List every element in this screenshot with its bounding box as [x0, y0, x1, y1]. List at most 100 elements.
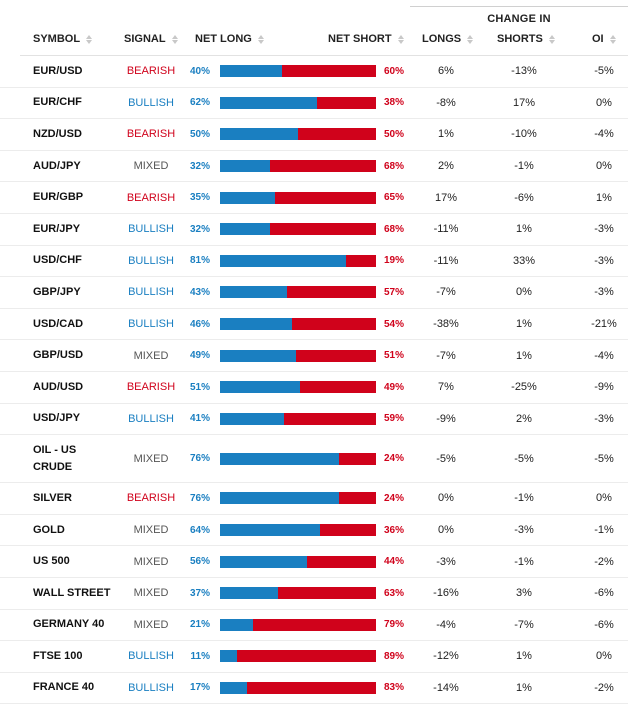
column-header-oi[interactable]: OI — [592, 33, 616, 45]
table-row[interactable]: USD/JPY BULLISH 41% 59% -9% 2% -3% — [0, 404, 628, 436]
net-long-bar — [220, 524, 320, 537]
signal-cell: MIXED — [133, 160, 169, 173]
shorts-change: -10% — [511, 128, 537, 141]
table-row[interactable]: US 500 MIXED 56% 44% -3% -1% -2% — [0, 546, 628, 578]
table-row[interactable]: EUR/JPY BULLISH 32% 68% -11% 1% -3% — [0, 214, 628, 246]
sort-icon[interactable] — [609, 34, 616, 44]
net-long-value: 43% — [189, 286, 210, 298]
symbol-cell[interactable]: USD/CHF — [33, 254, 82, 267]
column-header-net-short-label: NET SHORT — [328, 33, 392, 45]
symbol-cell[interactable]: NZD/USD — [33, 127, 82, 140]
net-short-value: 49% — [384, 381, 405, 393]
signal-cell: BEARISH — [126, 381, 176, 394]
sentiment-bar — [220, 618, 376, 631]
oi-change: -9% — [594, 381, 614, 394]
symbol-cell[interactable]: WALL STREET — [33, 586, 111, 599]
signal-cell: MIXED — [133, 452, 169, 465]
net-short-value: 89% — [384, 650, 405, 662]
net-short-bar — [246, 681, 376, 694]
table-row[interactable]: FRANCE 40 BULLISH 17% 83% -14% 1% -2% — [0, 673, 628, 704]
shorts-change: -1% — [514, 492, 534, 505]
shorts-change: 0% — [516, 286, 532, 299]
table-row[interactable]: AUD/USD BEARISH 51% 49% 7% -25% -9% — [0, 372, 628, 404]
shorts-change: -25% — [511, 381, 537, 394]
net-short-value: 51% — [384, 350, 405, 362]
oi-change: -4% — [594, 349, 614, 362]
net-long-bar — [220, 128, 298, 141]
sort-icon[interactable] — [548, 34, 555, 44]
column-header-net-short[interactable]: NET SHORT — [328, 33, 404, 45]
net-short-value: 19% — [384, 255, 405, 267]
symbol-cell[interactable]: GOLD — [33, 523, 65, 536]
longs-change: -7% — [436, 349, 456, 362]
longs-change: -14% — [433, 681, 459, 694]
net-long-value: 35% — [189, 192, 210, 204]
net-long-value: 81% — [189, 255, 210, 267]
table-row[interactable]: GBP/USD MIXED 49% 51% -7% 1% -4% — [0, 340, 628, 372]
symbol-cell[interactable]: EUR/USD — [33, 64, 83, 77]
oi-change: 0% — [596, 160, 612, 173]
shorts-change: 2% — [516, 412, 532, 425]
symbol-cell[interactable]: GBP/JPY — [33, 285, 81, 298]
symbol-cell[interactable]: FRANCE 40 — [33, 681, 95, 694]
shorts-change: -1% — [514, 160, 534, 173]
symbol-cell[interactable]: FTSE 100 — [33, 649, 83, 662]
symbol-cell[interactable]: USD/CAD — [33, 317, 84, 330]
table-row[interactable]: OIL - US CRUDE MIXED 76% 24% -5% -5% -5% — [0, 435, 628, 484]
sort-icon[interactable] — [171, 34, 178, 44]
column-header-signal[interactable]: SIGNAL — [124, 33, 178, 45]
net-long-value: 50% — [189, 128, 210, 140]
column-header-net-long[interactable]: NET LONG — [195, 33, 264, 45]
table-row[interactable]: NZD/USD BEARISH 50% 50% 1% -10% -4% — [0, 119, 628, 151]
table-row[interactable]: EUR/USD BEARISH 40% 60% 6% -13% -5% — [0, 56, 628, 88]
symbol-cell[interactable]: AUD/JPY — [33, 159, 81, 172]
net-short-value: 68% — [384, 160, 405, 172]
symbol-cell[interactable]: AUD/USD — [33, 380, 84, 393]
net-short-bar — [269, 223, 376, 236]
sort-icon[interactable] — [86, 34, 93, 44]
symbol-cell[interactable]: SILVER — [33, 491, 72, 504]
table-row[interactable]: FTSE 100 BULLISH 11% 89% -12% 1% 0% — [0, 641, 628, 673]
symbol-cell[interactable]: EUR/GBP — [33, 191, 84, 204]
net-long-bar — [220, 412, 284, 425]
net-long-value: 32% — [189, 223, 210, 235]
longs-change: 7% — [438, 381, 454, 394]
sort-icon[interactable] — [257, 34, 264, 44]
symbol-cell[interactable]: GERMANY 40 — [33, 618, 105, 631]
table-row[interactable]: EUR/GBP BEARISH 35% 65% 17% -6% 1% — [0, 182, 628, 214]
table-row[interactable]: WALL STREET MIXED 37% 63% -16% 3% -6% — [0, 578, 628, 610]
sentiment-bar — [220, 191, 376, 204]
symbol-cell[interactable]: OIL - US CRUDE — [33, 443, 77, 473]
net-long-bar — [220, 96, 317, 109]
net-long-bar — [220, 65, 283, 78]
signal-cell: BEARISH — [126, 492, 176, 505]
sentiment-bar — [220, 160, 376, 173]
table-row[interactable]: GERMANY 40 MIXED 21% 79% -4% -7% -6% — [0, 610, 628, 642]
net-short-value: 24% — [384, 453, 405, 465]
table-row[interactable]: USD/CAD BULLISH 46% 54% -38% 1% -21% — [0, 309, 628, 341]
table-row[interactable]: EUR/CHF BULLISH 62% 38% -8% 17% 0% — [0, 88, 628, 120]
table-row[interactable]: GBP/JPY BULLISH 43% 57% -7% 0% -3% — [0, 277, 628, 309]
symbol-cell[interactable]: EUR/CHF — [33, 96, 82, 109]
net-long-value: 17% — [189, 682, 210, 694]
sort-icon[interactable] — [397, 34, 404, 44]
symbol-cell[interactable]: GBP/USD — [33, 349, 84, 362]
symbol-cell[interactable]: EUR/JPY — [33, 222, 81, 235]
column-header-symbol[interactable]: SYMBOL — [33, 33, 93, 45]
sort-icon[interactable] — [467, 34, 474, 44]
net-short-bar — [282, 65, 376, 78]
symbol-cell[interactable]: USD/JPY — [33, 412, 81, 425]
net-long-value: 40% — [189, 65, 210, 77]
column-header-longs[interactable]: LONGS — [422, 33, 474, 45]
symbol-cell[interactable]: US 500 — [33, 555, 70, 568]
sentiment-bar — [220, 681, 376, 694]
signal-cell: BULLISH — [128, 412, 174, 425]
table-row[interactable]: USD/CHF BULLISH 81% 19% -11% 33% -3% — [0, 246, 628, 278]
table-row[interactable]: AUD/JPY MIXED 32% 68% 2% -1% 0% — [0, 151, 628, 183]
net-short-value: 59% — [384, 413, 405, 425]
net-short-bar — [277, 587, 376, 600]
table-row[interactable]: GOLD MIXED 64% 36% 0% -3% -1% — [0, 515, 628, 547]
table-row[interactable]: SILVER BEARISH 76% 24% 0% -1% 0% — [0, 483, 628, 515]
column-header-shorts[interactable]: SHORTS — [497, 33, 555, 45]
net-long-bar — [220, 160, 270, 173]
